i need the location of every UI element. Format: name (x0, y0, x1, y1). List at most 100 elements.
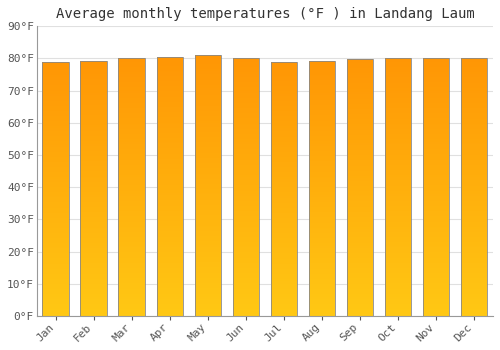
Bar (308, 126, 335, 127)
Bar (42, 197, 69, 199)
Bar (460, 58, 487, 316)
Bar (42, 292, 69, 294)
Bar (118, 276, 145, 278)
Bar (194, 61, 221, 62)
Bar (422, 190, 450, 192)
Bar (346, 143, 374, 145)
Bar (156, 124, 183, 126)
Bar (346, 159, 374, 160)
Bar (232, 134, 259, 135)
Bar (422, 182, 450, 184)
Bar (156, 64, 183, 65)
Bar (346, 280, 374, 282)
Bar (232, 141, 259, 142)
Bar (346, 71, 374, 73)
Bar (422, 302, 450, 304)
Bar (270, 165, 297, 167)
Bar (270, 279, 297, 281)
Bar (384, 308, 411, 309)
Bar (42, 289, 69, 290)
Bar (460, 149, 487, 151)
Bar (232, 77, 259, 79)
Bar (346, 152, 374, 154)
Bar (460, 103, 487, 105)
Bar (156, 78, 183, 79)
Bar (118, 223, 145, 225)
Bar (422, 215, 450, 216)
Bar (42, 226, 69, 228)
Bar (422, 270, 450, 271)
Bar (270, 255, 297, 257)
Bar (232, 91, 259, 92)
Bar (422, 204, 450, 206)
Bar (384, 270, 411, 272)
Bar (422, 105, 450, 106)
Bar (42, 91, 69, 92)
Bar (194, 135, 221, 137)
Bar (42, 131, 69, 133)
Bar (194, 311, 221, 313)
Bar (156, 141, 183, 143)
Bar (232, 139, 259, 141)
Bar (346, 123, 374, 125)
Bar (194, 78, 221, 79)
Bar (346, 116, 374, 118)
Bar (156, 104, 183, 105)
Bar (42, 87, 69, 89)
Bar (460, 306, 487, 308)
Bar (194, 252, 221, 253)
Bar (80, 253, 107, 255)
Bar (118, 215, 145, 216)
Bar (42, 277, 69, 279)
Bar (308, 180, 335, 182)
Bar (194, 182, 221, 184)
Bar (156, 226, 183, 228)
Bar (156, 283, 183, 285)
Bar (422, 144, 450, 146)
Bar (460, 138, 487, 139)
Bar (80, 110, 107, 112)
Bar (80, 262, 107, 263)
Bar (270, 187, 297, 189)
Bar (346, 289, 374, 290)
Bar (460, 272, 487, 273)
Bar (346, 231, 374, 232)
Bar (118, 101, 145, 103)
Bar (232, 118, 259, 120)
Bar (270, 226, 297, 228)
Bar (460, 125, 487, 127)
Bar (460, 165, 487, 167)
Bar (232, 177, 259, 178)
Bar (384, 194, 411, 196)
Bar (460, 143, 487, 144)
Bar (346, 263, 374, 265)
Bar (308, 95, 335, 97)
Bar (460, 301, 487, 302)
Bar (346, 198, 374, 200)
Bar (118, 177, 145, 178)
Bar (384, 58, 411, 316)
Bar (422, 148, 450, 149)
Bar (270, 133, 297, 135)
Bar (346, 208, 374, 210)
Bar (384, 289, 411, 290)
Bar (384, 251, 411, 253)
Bar (346, 184, 374, 186)
Bar (422, 261, 450, 263)
Bar (384, 174, 411, 175)
Bar (42, 141, 69, 143)
Bar (384, 220, 411, 222)
Bar (80, 265, 107, 267)
Bar (384, 191, 411, 192)
Bar (346, 193, 374, 195)
Bar (460, 65, 487, 67)
Bar (422, 201, 450, 203)
Bar (232, 120, 259, 122)
Bar (308, 144, 335, 146)
Bar (308, 292, 335, 294)
Bar (232, 276, 259, 278)
Bar (460, 309, 487, 311)
Bar (308, 282, 335, 284)
Bar (460, 67, 487, 69)
Bar (80, 142, 107, 144)
